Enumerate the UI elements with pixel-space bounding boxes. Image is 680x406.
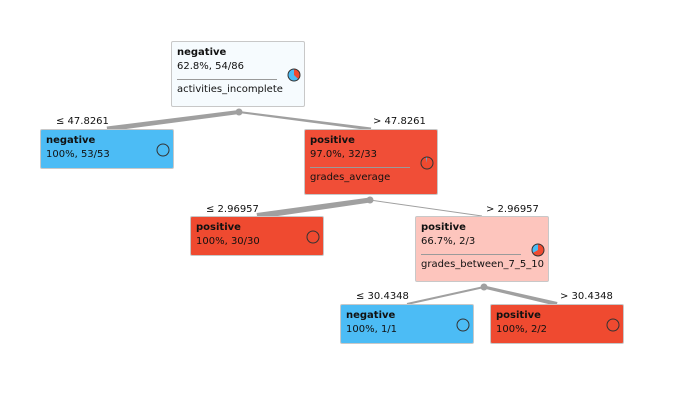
node-stats: 62.8%, 54/86 — [177, 61, 244, 72]
edge-label-right1-right: > 2.96957 — [486, 204, 539, 215]
pie-slice-base — [457, 319, 469, 331]
node-stats: 97.0%, 32/33 — [310, 149, 377, 160]
node-stats: 100%, 53/53 — [46, 149, 110, 160]
node-class-label: positive — [496, 310, 541, 321]
tree-node-left1[interactable]: negative 100%, 53/53 — [40, 129, 174, 169]
tree-node-left3[interactable]: negative 100%, 1/1 — [340, 304, 474, 344]
tree-node-right3[interactable]: positive 100%, 2/2 — [490, 304, 624, 344]
node-class-label: negative — [46, 135, 96, 146]
edge-right1-left — [256, 197, 371, 219]
edge-right2-right — [483, 285, 558, 306]
class-distribution-pie-icon — [531, 243, 545, 257]
node-split-attribute: grades_average — [310, 172, 391, 183]
class-distribution-pie-icon — [420, 156, 434, 170]
node-class-label: negative — [346, 310, 396, 321]
node-split-attribute: grades_between_7_5_10 — [421, 259, 544, 270]
pie-slice-base — [157, 144, 169, 156]
tree-node-right2[interactable]: positive 66.7%, 2/3 grades_between_7_5_1… — [415, 216, 549, 282]
node-class-label: positive — [421, 222, 466, 233]
junction-dot-root — [235, 108, 243, 116]
node-divider — [310, 167, 410, 168]
edge-root-left — [106, 110, 240, 132]
node-stats: 100%, 30/30 — [196, 236, 260, 247]
junction-dot-right2 — [480, 283, 488, 291]
edge-label-root-right: > 47.8261 — [373, 116, 426, 127]
junction-dot-right1 — [366, 196, 374, 204]
node-class-label: negative — [177, 47, 227, 58]
pie-outline — [287, 68, 301, 82]
pie-outline — [456, 318, 470, 332]
node-stats: 100%, 1/1 — [346, 324, 398, 335]
node-divider — [421, 254, 521, 255]
edge-label-right2-left: ≤ 30.4348 — [356, 291, 409, 302]
node-stats: 100%, 2/2 — [496, 324, 548, 335]
pie-outline — [531, 243, 545, 257]
class-distribution-pie-icon — [606, 318, 620, 332]
pie-slice-negative — [425, 157, 427, 163]
pie-slice-negative — [288, 69, 299, 81]
class-distribution-pie-icon — [287, 68, 301, 82]
tree-node-root[interactable]: negative 62.8%, 54/86 activities_incompl… — [171, 41, 305, 107]
pie-slice-base — [307, 231, 319, 243]
edge-root-right — [238, 111, 372, 131]
edge-label-root-left: ≤ 47.8261 — [56, 116, 109, 127]
tree-node-left2[interactable]: positive 100%, 30/30 — [190, 216, 324, 256]
node-divider — [177, 79, 277, 80]
node-class-label: positive — [196, 222, 241, 233]
class-distribution-pie-icon — [156, 143, 170, 157]
node-class-label: positive — [310, 135, 355, 146]
node-split-attribute: activities_incomplete — [177, 84, 283, 95]
class-distribution-pie-icon — [456, 318, 470, 332]
edge-right1-right — [369, 199, 483, 217]
edge-label-right1-left: ≤ 2.96957 — [206, 204, 259, 215]
node-stats: 66.7%, 2/3 — [421, 236, 476, 247]
class-distribution-pie-icon — [306, 230, 320, 244]
pie-outline — [156, 143, 170, 157]
edge-right2-left — [406, 286, 485, 305]
tree-node-right1[interactable]: positive 97.0%, 32/33 grades_average — [304, 129, 438, 195]
edge-label-right2-right: > 30.4348 — [560, 291, 613, 302]
pie-outline — [606, 318, 620, 332]
pie-slice-base — [607, 319, 619, 331]
pie-outline — [306, 230, 320, 244]
pie-outline — [420, 156, 434, 170]
